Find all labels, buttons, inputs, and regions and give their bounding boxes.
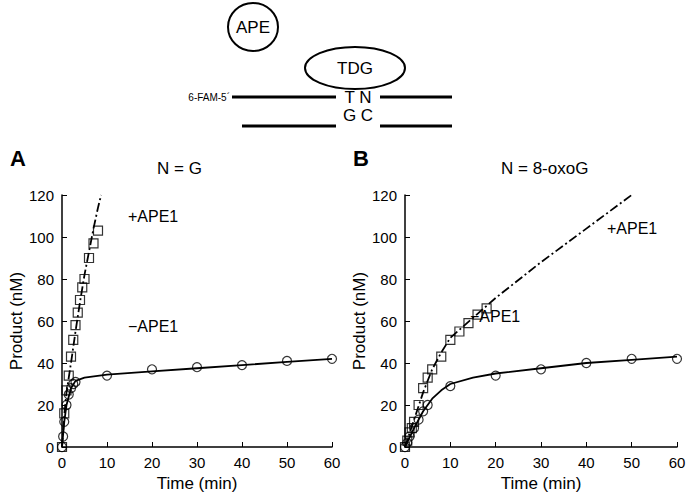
svg-text:80: 80 — [37, 271, 54, 288]
svg-text:TDG: TDG — [337, 59, 373, 78]
svg-text:10: 10 — [442, 454, 459, 471]
svg-text:0: 0 — [389, 439, 397, 456]
svg-text:50: 50 — [279, 454, 296, 471]
svg-text:Time (min): Time (min) — [157, 474, 238, 493]
svg-text:Time (min): Time (min) — [501, 474, 582, 493]
svg-text:+APE1: +APE1 — [128, 208, 178, 225]
svg-text:+APE1: +APE1 — [607, 220, 657, 237]
svg-text:50: 50 — [623, 454, 640, 471]
svg-text:−APE1: −APE1 — [470, 308, 520, 325]
svg-text:10: 10 — [99, 454, 116, 471]
svg-text:N = 8-oxoG: N = 8-oxoG — [501, 159, 588, 178]
svg-text:T N: T N — [344, 88, 371, 107]
svg-text:100: 100 — [372, 229, 397, 246]
svg-text:100: 100 — [29, 229, 54, 246]
svg-text:20: 20 — [144, 454, 161, 471]
svg-text:0: 0 — [46, 439, 54, 456]
svg-text:A: A — [10, 146, 26, 171]
svg-text:120: 120 — [29, 187, 54, 204]
svg-text:60: 60 — [37, 313, 54, 330]
svg-text:N = G: N = G — [157, 159, 202, 178]
svg-text:20: 20 — [380, 397, 397, 414]
svg-text:30: 30 — [533, 454, 550, 471]
svg-text:20: 20 — [37, 397, 54, 414]
svg-text:120: 120 — [372, 187, 397, 204]
svg-text:80: 80 — [380, 271, 397, 288]
svg-text:40: 40 — [380, 355, 397, 372]
svg-text:0: 0 — [58, 454, 66, 471]
svg-text:0: 0 — [401, 454, 409, 471]
svg-text:40: 40 — [578, 454, 595, 471]
svg-text:Product (nM): Product (nM) — [350, 272, 369, 370]
svg-text:APE: APE — [236, 18, 270, 37]
svg-text:20: 20 — [487, 454, 504, 471]
svg-text:Product (nM): Product (nM) — [7, 272, 26, 370]
svg-text:−APE1: −APE1 — [128, 318, 178, 335]
svg-text:60: 60 — [669, 454, 686, 471]
svg-text:30: 30 — [189, 454, 206, 471]
svg-text:G C: G C — [343, 106, 373, 125]
svg-text:6-FAM-5´: 6-FAM-5´ — [188, 92, 230, 103]
svg-text:40: 40 — [234, 454, 251, 471]
svg-text:60: 60 — [324, 454, 341, 471]
svg-text:40: 40 — [37, 355, 54, 372]
svg-text:B: B — [353, 146, 369, 171]
svg-text:60: 60 — [380, 313, 397, 330]
